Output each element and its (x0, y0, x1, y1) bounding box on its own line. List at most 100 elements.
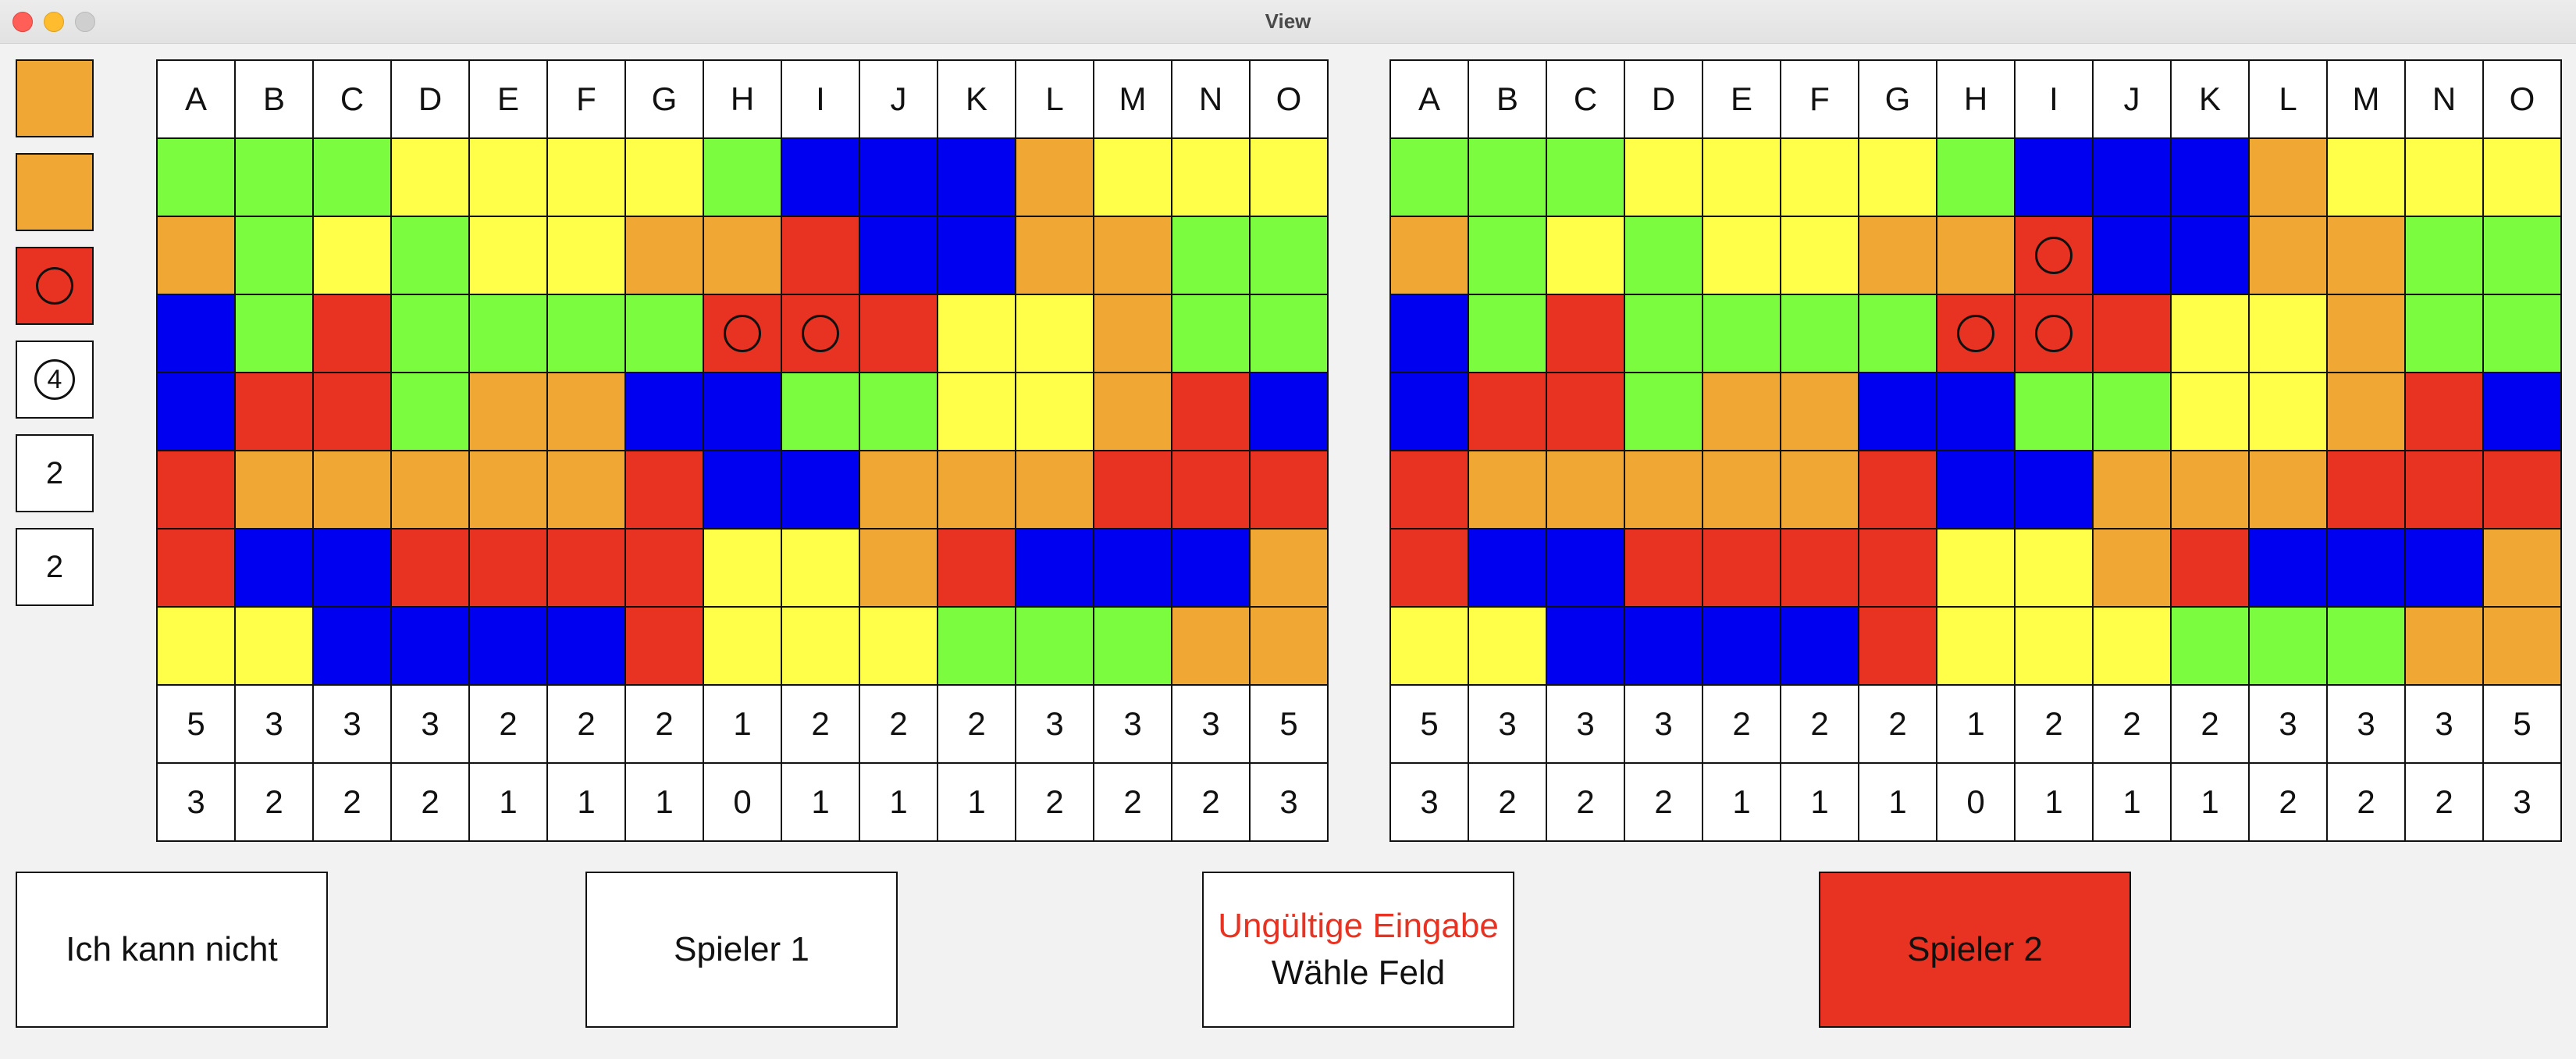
board-cell[interactable] (2094, 139, 2172, 217)
board-cell[interactable] (1859, 139, 1937, 217)
board-cell[interactable] (2172, 373, 2250, 451)
board-cell[interactable] (2484, 608, 2562, 686)
board-cell[interactable] (1625, 451, 1703, 530)
board-cell[interactable] (626, 217, 704, 295)
board-cell[interactable] (2172, 217, 2250, 295)
board-cell[interactable] (1016, 608, 1094, 686)
board-cell[interactable] (1251, 295, 1329, 373)
board-cell[interactable] (2328, 139, 2406, 217)
board-cell[interactable] (1172, 139, 1251, 217)
board-cell[interactable] (938, 608, 1016, 686)
board-cell[interactable] (2172, 139, 2250, 217)
board-cell[interactable] (1469, 139, 1547, 217)
board-cell[interactable] (1859, 608, 1937, 686)
board-cell[interactable] (158, 373, 236, 451)
board-cell[interactable] (2406, 139, 2484, 217)
minimize-window-button[interactable] (44, 12, 64, 32)
board-cell[interactable] (314, 139, 392, 217)
board-cell[interactable] (1172, 373, 1251, 451)
board-cell[interactable] (1391, 295, 1469, 373)
board-cell[interactable] (1703, 295, 1781, 373)
board-cell[interactable] (2484, 530, 2562, 608)
board-cell[interactable] (314, 373, 392, 451)
board-cell[interactable] (1172, 217, 1251, 295)
board-cell[interactable] (1172, 530, 1251, 608)
board-cell[interactable] (626, 139, 704, 217)
board-cell[interactable] (1016, 451, 1094, 530)
board-cell[interactable] (314, 530, 392, 608)
board-cell[interactable] (1469, 295, 1547, 373)
board-cell[interactable] (470, 217, 548, 295)
board-cell[interactable] (1937, 139, 2016, 217)
board-cell[interactable] (1251, 451, 1329, 530)
board-cell[interactable] (548, 451, 626, 530)
board-cell[interactable] (782, 295, 860, 373)
board-cell[interactable] (860, 451, 938, 530)
board-cell[interactable] (626, 451, 704, 530)
board-cell[interactable] (392, 373, 470, 451)
board-cell[interactable] (158, 530, 236, 608)
board-cell[interactable] (392, 139, 470, 217)
board-cell[interactable] (236, 139, 314, 217)
board-cell[interactable] (704, 139, 782, 217)
board-cell[interactable] (2016, 373, 2094, 451)
board-cell[interactable] (938, 530, 1016, 608)
board-cell[interactable] (1391, 608, 1469, 686)
board-cell[interactable] (2484, 373, 2562, 451)
board-cell[interactable] (860, 295, 938, 373)
board-cell[interactable] (1937, 608, 2016, 686)
board-cell[interactable] (1094, 139, 1172, 217)
board-cell[interactable] (860, 217, 938, 295)
board-cell[interactable] (2016, 217, 2094, 295)
board-cell[interactable] (1547, 373, 1625, 451)
board-cell[interactable] (938, 373, 1016, 451)
board-cell[interactable] (1781, 139, 1859, 217)
board-cell[interactable] (1094, 295, 1172, 373)
board-cell[interactable] (1391, 451, 1469, 530)
close-window-button[interactable] (12, 12, 33, 32)
board-cell[interactable] (2406, 373, 2484, 451)
board-cell[interactable] (2406, 217, 2484, 295)
board-cell[interactable] (1937, 295, 2016, 373)
board-cell[interactable] (1625, 530, 1703, 608)
board-cell[interactable] (2094, 373, 2172, 451)
board-cell[interactable] (1094, 373, 1172, 451)
board-cell[interactable] (392, 608, 470, 686)
board-cell[interactable] (158, 217, 236, 295)
board-cell[interactable] (1781, 608, 1859, 686)
board-cell[interactable] (938, 451, 1016, 530)
board-cell[interactable] (2328, 217, 2406, 295)
board-cell[interactable] (2250, 217, 2328, 295)
board-cell[interactable] (158, 139, 236, 217)
board-cell[interactable] (626, 295, 704, 373)
board-cell[interactable] (1703, 608, 1781, 686)
board-cell[interactable] (1547, 295, 1625, 373)
board-cell[interactable] (938, 139, 1016, 217)
board-cell[interactable] (1703, 139, 1781, 217)
board-cell[interactable] (392, 295, 470, 373)
board-cell[interactable] (1859, 530, 1937, 608)
board-cell[interactable] (1781, 373, 1859, 451)
board-cell[interactable] (704, 608, 782, 686)
board-cell[interactable] (860, 608, 938, 686)
board-cell[interactable] (392, 451, 470, 530)
board-cell[interactable] (1625, 295, 1703, 373)
board-cell[interactable] (1016, 217, 1094, 295)
board-cell[interactable] (1703, 451, 1781, 530)
board-cell[interactable] (158, 608, 236, 686)
board-cell[interactable] (2250, 451, 2328, 530)
board-cell[interactable] (2484, 295, 2562, 373)
board-cell[interactable] (1172, 295, 1251, 373)
board-cell[interactable] (548, 139, 626, 217)
board-cell[interactable] (1859, 451, 1937, 530)
board-cell[interactable] (1391, 139, 1469, 217)
board-cell[interactable] (1625, 217, 1703, 295)
board-cell[interactable] (2484, 451, 2562, 530)
board-cell[interactable] (1781, 295, 1859, 373)
zoom-window-button[interactable] (75, 12, 95, 32)
board-cell[interactable] (1547, 451, 1625, 530)
board-cell[interactable] (938, 295, 1016, 373)
board-cell[interactable] (236, 530, 314, 608)
board-cell[interactable] (1781, 451, 1859, 530)
board-cell[interactable] (1703, 373, 1781, 451)
